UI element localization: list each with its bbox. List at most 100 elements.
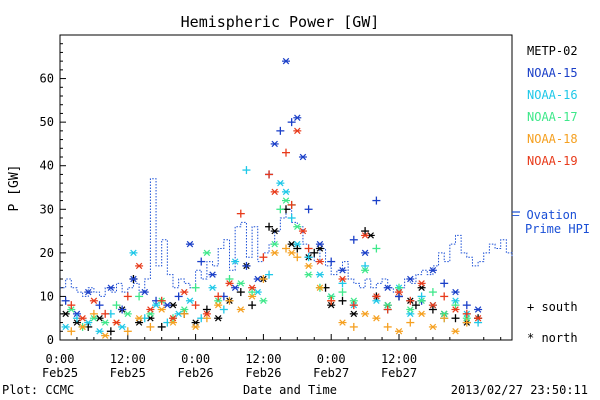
metp-02-south-point xyxy=(248,301,257,310)
noaa-17-north-point xyxy=(236,280,245,287)
noaa-15-south-point xyxy=(118,305,127,314)
noaa-18-north-point xyxy=(304,262,313,270)
noaa-19-north-point xyxy=(225,280,234,287)
y-tick-label: 60 xyxy=(40,72,54,86)
noaa-15-north-point xyxy=(383,284,392,291)
noaa-19-south-point xyxy=(67,301,76,310)
noaa-15-south-point xyxy=(95,301,104,310)
noaa-18-north-point xyxy=(338,319,347,326)
legend-entry: NOAA-16 xyxy=(527,88,578,102)
noaa-18-south-point xyxy=(225,296,234,305)
marker-key-north: * north xyxy=(527,331,578,345)
noaa-17-south-point xyxy=(135,292,144,301)
noaa-18-south-point xyxy=(180,309,189,318)
legend-entry: NOAA-17 xyxy=(527,110,578,124)
noaa-19-south-point xyxy=(349,301,358,310)
noaa-19-north-point xyxy=(270,188,279,196)
noaa-16-south-point xyxy=(287,214,296,222)
noaa-17-north-point xyxy=(304,271,313,278)
noaa-17-north-point xyxy=(180,306,189,313)
noaa-16-south-point xyxy=(338,279,347,288)
noaa-16-south-point xyxy=(242,166,251,175)
x-axis-label: Date and Time xyxy=(243,383,337,397)
x-tick-time-label: 12:00 xyxy=(110,352,146,366)
noaa-18-north-point xyxy=(372,314,381,322)
noaa-18-south-point xyxy=(440,314,449,323)
noaa-18-north-point xyxy=(287,249,296,257)
noaa-19-north-point xyxy=(451,306,460,313)
noaa-19-north-point xyxy=(146,306,155,313)
noaa-16-south-point xyxy=(474,318,483,327)
noaa-16-north-point xyxy=(129,249,138,257)
noaa-16-south-point xyxy=(219,305,228,314)
noaa-17-south-point xyxy=(372,244,381,253)
noaa-18-south-point xyxy=(406,318,415,327)
noaa-16-north-point xyxy=(185,297,194,305)
noaa-16-north-point xyxy=(152,301,161,309)
noaa-19-north-point xyxy=(248,284,257,291)
noaa-19-north-point xyxy=(180,288,189,296)
noaa-15-north-point xyxy=(185,240,194,248)
metp-02-south-point xyxy=(293,244,302,253)
noaa-17-south-point xyxy=(276,205,285,214)
noaa-18-north-point xyxy=(315,284,324,291)
noaa-18-south-point xyxy=(202,314,211,323)
noaa-17-north-point xyxy=(462,314,471,322)
noaa-18-north-point xyxy=(101,332,110,339)
noaa-15-north-point xyxy=(406,275,415,283)
noaa-17-south-point xyxy=(428,288,437,297)
metp-02-south-point xyxy=(451,314,460,323)
noaa-16-north-point xyxy=(315,271,324,278)
noaa-19-north-point xyxy=(474,314,483,322)
noaa-15-north-point xyxy=(315,240,324,248)
y-tick-label: 10 xyxy=(40,289,54,303)
y-tick-label: 50 xyxy=(40,115,54,129)
noaa-17-south-point xyxy=(191,283,200,292)
noaa-19-north-point xyxy=(202,310,211,318)
noaa-15-north-point xyxy=(231,284,240,291)
noaa-19-north-point xyxy=(298,227,307,235)
noaa-15-south-point xyxy=(174,292,183,301)
noaa-15-north-point xyxy=(361,249,370,257)
noaa-18-north-point xyxy=(135,314,144,322)
metp-02-north-point xyxy=(61,310,70,318)
y-tick-label: 0 xyxy=(47,333,54,347)
noaa-15-north-point xyxy=(140,288,149,296)
metp-02-south-point xyxy=(106,327,115,336)
marker-key-south: + south xyxy=(527,300,578,314)
noaa-19-north-point xyxy=(135,262,144,270)
noaa-15-north-point xyxy=(72,310,81,318)
timestamp: 2013/02/27 23:50:11 xyxy=(451,383,588,397)
noaa-18-south-point xyxy=(259,275,268,283)
x-tick-date-label: Feb26 xyxy=(178,366,214,380)
noaa-17-north-point xyxy=(417,297,426,305)
noaa-18-south-point xyxy=(146,322,155,331)
noaa-18-north-point xyxy=(191,323,200,331)
noaa-18-north-point xyxy=(78,323,87,331)
noaa-18-south-point xyxy=(383,322,392,331)
noaa-17-north-point xyxy=(327,293,336,300)
noaa-19-south-point xyxy=(282,148,290,157)
noaa-17-north-point xyxy=(361,267,370,274)
noaa-18-south-point xyxy=(123,327,132,336)
x-tick-time-label: 0:00 xyxy=(46,352,75,366)
noaa-19-north-point xyxy=(89,297,98,305)
noaa-18-south-point xyxy=(89,309,98,318)
noaa-15-north-point xyxy=(270,140,279,148)
y-tick-label: 20 xyxy=(40,246,54,260)
noaa-19-north-point xyxy=(361,232,370,239)
legend: METP-02 NOAA-15 NOAA-16 NOAA-17 NOAA-18 NOAA-… xyxy=(512,44,578,213)
noaa-16-south-point xyxy=(265,270,274,279)
legend-entry: NOAA-15 xyxy=(527,66,578,80)
noaa-18-south-point xyxy=(282,244,290,253)
noaa-19-north-point xyxy=(315,258,324,265)
noaa-15-south-point xyxy=(372,196,381,205)
noaa-19-south-point xyxy=(236,209,245,218)
noaa-17-north-point xyxy=(440,310,449,318)
noaa-15-south-point xyxy=(395,292,403,301)
noaa-19-north-point xyxy=(428,301,437,309)
noaa-16-south-point xyxy=(304,253,313,262)
noaa-15-south-point xyxy=(61,296,70,305)
noaa-19-north-point xyxy=(112,319,121,326)
x-tick-time-label: 12:00 xyxy=(381,352,417,366)
